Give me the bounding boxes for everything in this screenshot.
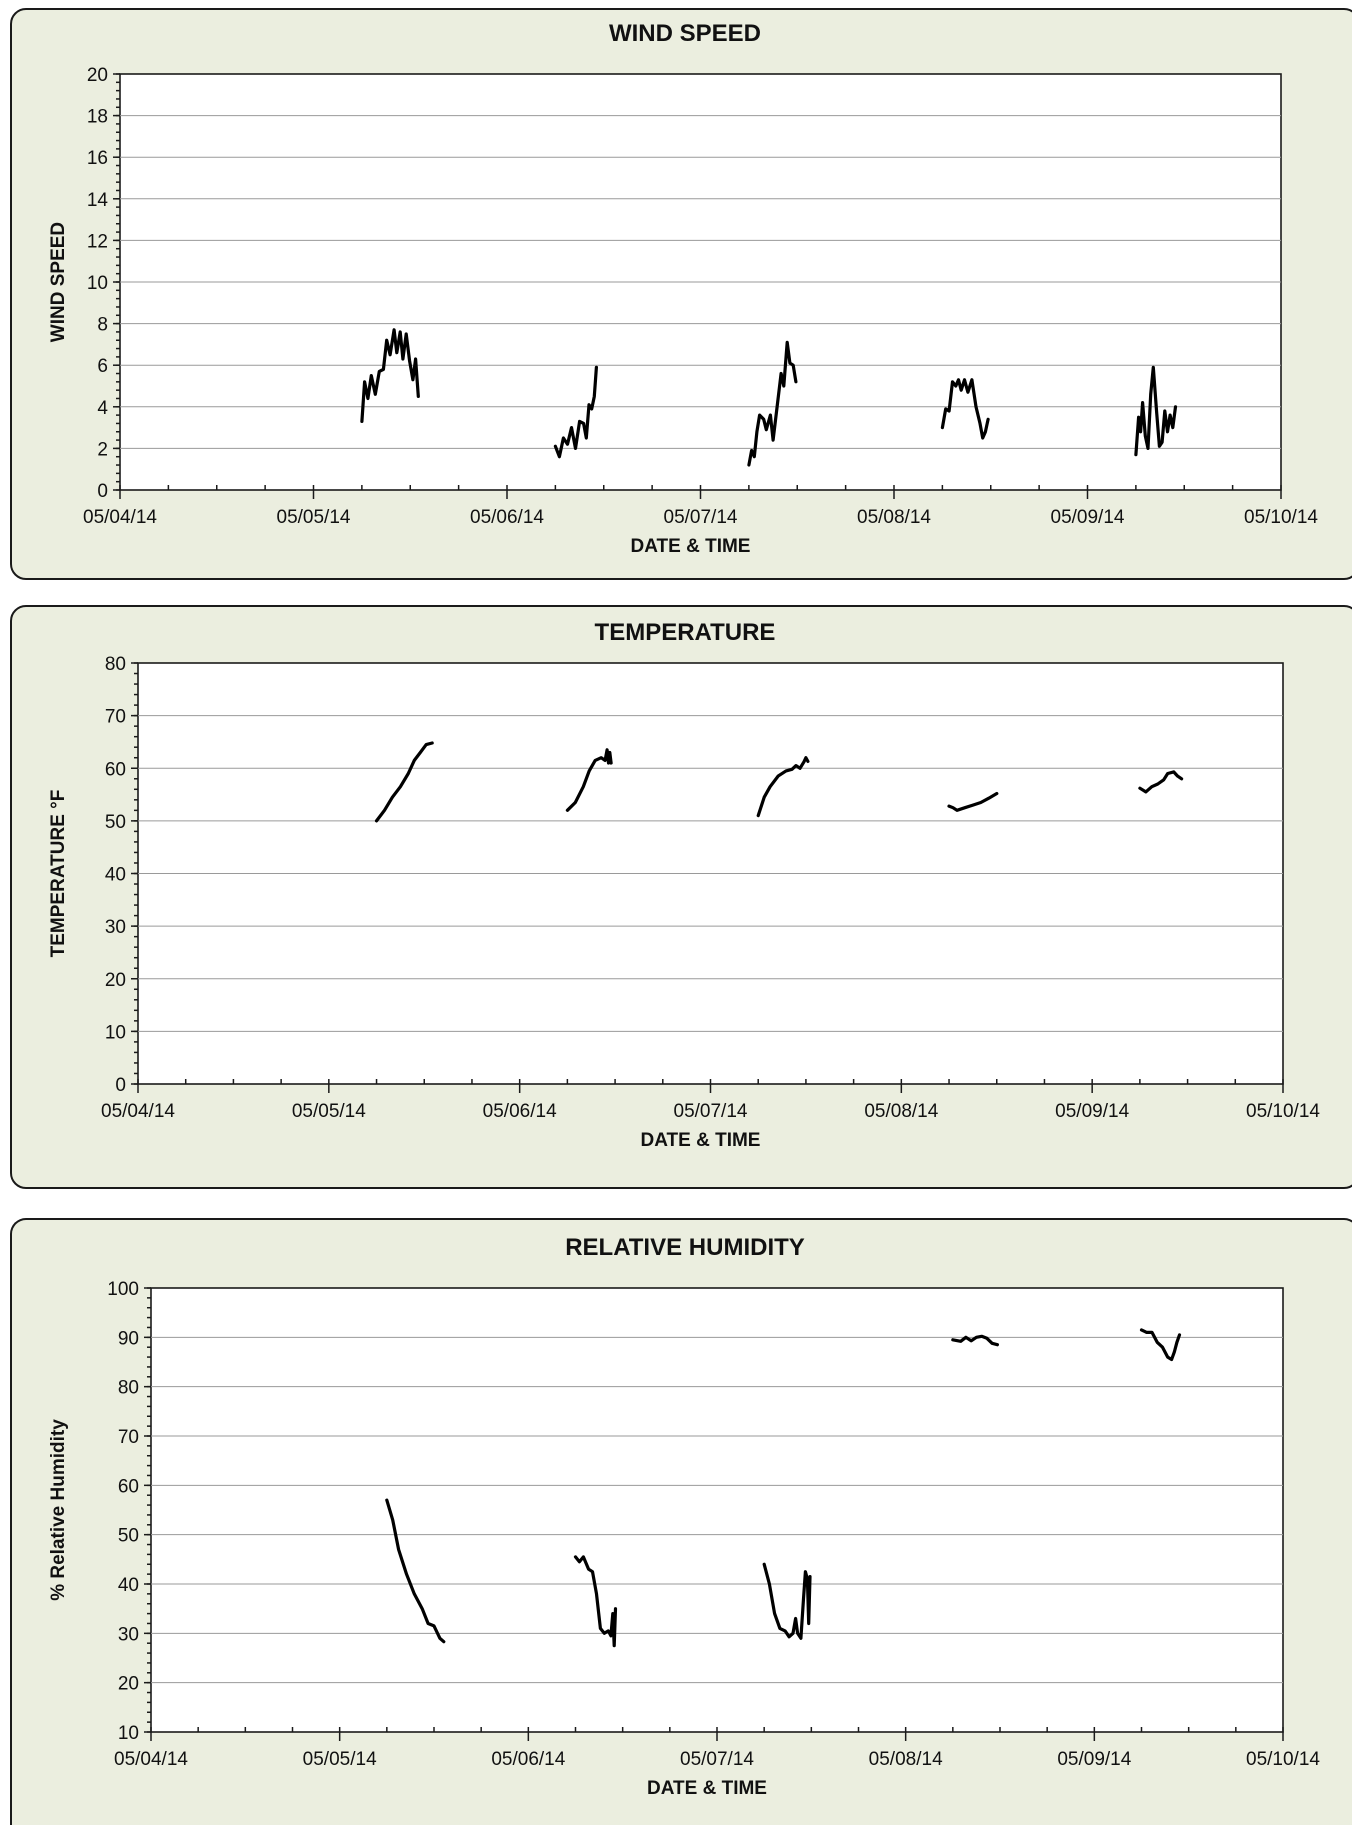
y-tick-label: 4 [97,398,108,419]
y-tick-label: 70 [105,707,126,728]
x-tick-label: 05/10/14 [1246,1749,1320,1770]
x-tick-label: 05/06/14 [470,507,544,528]
y-tick-label: 10 [87,273,108,294]
chart-title: WIND SPEED [608,20,761,47]
x-tick-label: 05/10/14 [1246,1101,1320,1122]
y-tick-label: 20 [87,65,108,86]
y-tick-label: 50 [105,812,126,833]
plot-area [150,1287,1284,1733]
x-tick-label: 05/05/14 [303,1749,377,1770]
x-tick-label: 05/07/14 [664,507,738,528]
x-tick-label: 05/06/14 [491,1749,565,1770]
series-line-day-4 [947,791,999,812]
series-line-day-5 [1134,365,1178,457]
y-tick-label: 8 [97,315,108,336]
y-axis-title: WIND SPEED [48,222,69,342]
y-tick-label: 100 [107,1279,139,1300]
y-tick-label: 10 [105,1022,126,1043]
series-line-day-3 [762,1562,812,1640]
y-tick-label: 80 [118,1378,139,1399]
y-tick-label: 60 [105,759,126,780]
x-axis-title: DATE & TIME [641,1130,761,1151]
y-tick-label: 60 [118,1476,139,1497]
series-line-day-2 [573,1555,618,1648]
series-line-day-4 [951,1334,1000,1347]
y-tick-label: 14 [87,190,109,211]
x-tick-label: 05/08/14 [857,507,931,528]
x-tick-label: 05/09/14 [1057,1749,1131,1770]
y-tick-label: 0 [115,1075,126,1096]
series-line-day-5 [1139,1328,1182,1362]
series-line-day-5 [1138,770,1184,794]
x-tick-label: 05/05/14 [277,507,351,528]
y-tick-label: 40 [118,1575,139,1596]
series-line-day-1 [374,741,434,823]
y-tick-label: 0 [97,481,108,502]
series-line-day-2 [553,365,599,459]
x-tick-label: 05/09/14 [1051,507,1125,528]
relative-humidity-plot: 10 20 30 40 50 60 70 80 90 100 05/04/14 05/05/14 05/… [48,1279,1320,1799]
series-line-day-2 [565,748,613,812]
x-tick-label: 05/04/14 [83,507,157,528]
x-tick-label: 05/07/14 [674,1101,748,1122]
x-tick-label: 05/04/14 [101,1101,175,1122]
x-tick-label: 05/05/14 [292,1101,366,1122]
x-tick-label: 05/10/14 [1244,507,1318,528]
series-line-day-3 [756,756,810,818]
y-tick-label: 90 [118,1328,139,1349]
y-tick-label: 16 [87,148,108,169]
y-tick-label: 6 [97,356,108,377]
x-tick-label: 05/09/14 [1055,1101,1129,1122]
y-tick-label: 40 [105,865,126,886]
y-tick-label: 12 [87,231,108,252]
series-line-day-3 [747,340,798,467]
x-tick-label: 05/06/14 [483,1101,557,1122]
chart-title: TEMPERATURE [594,619,776,646]
x-tick-label: 05/08/14 [864,1101,938,1122]
wind-speed-plot: 0 2 4 6 8 10 12 14 16 18 20 05/04/14 05/05/14 05/06/1… [48,65,1318,557]
y-tick-label: 50 [118,1526,139,1547]
y-tick-label: 2 [97,439,108,460]
chart-title: RELATIVE HUMIDITY [565,1234,805,1261]
series-line-day-1 [360,328,420,423]
x-axis-title: DATE & TIME [631,536,751,557]
y-tick-label: 70 [118,1427,139,1448]
y-axis-title: % Relative Humidity [48,1419,69,1601]
y-tick-label: 20 [118,1674,139,1695]
temperature-plot: 0 10 20 30 40 50 60 70 80 05/04/14 05/05/14 05/06/1… [48,654,1320,1151]
y-tick-label: 18 [87,107,108,128]
x-axis-title: DATE & TIME [647,1778,767,1799]
y-tick-label: 10 [118,1723,139,1744]
x-tick-label: 05/04/14 [114,1749,188,1770]
y-axis-title: TEMPERATURE °F [48,790,69,958]
series-line-day-4 [940,378,990,440]
y-tick-label: 20 [105,970,126,991]
x-tick-label: 05/08/14 [869,1749,943,1770]
y-tick-label: 30 [105,917,126,938]
y-tick-label: 80 [105,654,126,675]
x-tick-label: 05/07/14 [680,1749,754,1770]
y-tick-label: 30 [118,1624,139,1645]
series-line-day-1 [385,1498,446,1644]
